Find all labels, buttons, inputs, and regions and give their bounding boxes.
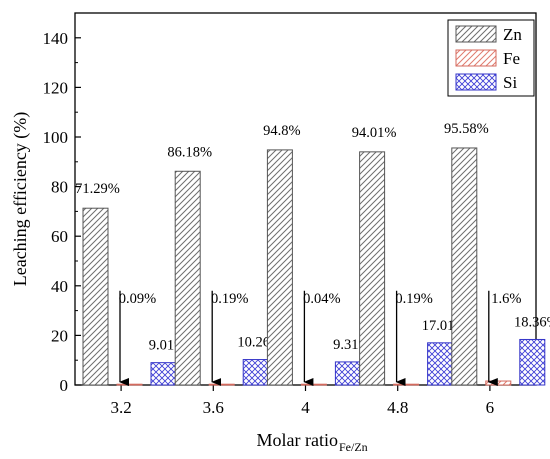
y-tick-label: 80 [51, 178, 68, 197]
bar-fe [208, 383, 235, 386]
plot-area: 0204060801001201403.271.29%0.09%9.01%3.6… [43, 12, 550, 417]
y-tick-label: 140 [43, 29, 69, 48]
data-label-zn: 71.29% [75, 181, 120, 197]
bar-zn [82, 207, 109, 386]
legend: Zn Fe Si [447, 19, 535, 97]
legend-label-si: Si [503, 73, 517, 92]
data-label-si: 18.36% [514, 314, 550, 330]
y-tick-label: 60 [51, 227, 68, 246]
bar-si [150, 362, 177, 386]
x-tick-label: 4.8 [387, 398, 408, 417]
bar-fe [393, 383, 420, 386]
x-tick-label: 4 [301, 398, 310, 417]
y-axis-title: Leaching efficiency (%) [10, 112, 31, 287]
bar-si [334, 361, 361, 386]
bar-si [242, 359, 269, 386]
legend-label-zn: Zn [503, 25, 522, 44]
bar-fe [116, 383, 143, 386]
legend-swatch-zn [455, 25, 497, 43]
bar-fe [300, 383, 327, 386]
data-label-fe: 0.09% [119, 291, 156, 307]
data-label-fe: 1.6% [491, 291, 521, 307]
x-tick-label: 3.6 [203, 398, 224, 417]
data-label-zn: 86.18% [167, 144, 212, 160]
x-tick-label: 6 [486, 398, 495, 417]
bar-si [427, 342, 454, 386]
y-tick-label: 120 [43, 78, 69, 97]
bar-zn [174, 170, 201, 386]
data-label-fe: 0.19% [395, 291, 432, 307]
data-label-fe: 0.04% [303, 291, 340, 307]
x-tick-label: 3.2 [110, 398, 131, 417]
data-label-fe: 0.19% [211, 291, 248, 307]
data-label-zn: 94.01% [352, 125, 397, 141]
x-axis-title-subscript: Fe/Zn [339, 440, 368, 454]
data-label-zn: 95.58% [444, 121, 489, 137]
axis-titles: Leaching efficiency (%) Molar ratio Fe/Z… [10, 112, 368, 454]
y-tick-label: 0 [60, 376, 69, 395]
bar-zn [266, 149, 293, 386]
y-tick-label: 20 [51, 326, 68, 345]
legend-swatch-si [455, 73, 497, 91]
x-axis-title: Molar ratio [257, 430, 338, 450]
bar-si [519, 338, 546, 386]
legend-swatch-fe [455, 49, 497, 67]
data-label-zn: 94.8% [263, 123, 300, 139]
legend-label-fe: Fe [503, 49, 520, 68]
bar-zn [359, 151, 386, 386]
bar-zn [451, 147, 478, 386]
bar-fe [485, 380, 512, 386]
y-tick-label: 40 [51, 277, 68, 296]
y-tick-label: 100 [43, 128, 69, 147]
